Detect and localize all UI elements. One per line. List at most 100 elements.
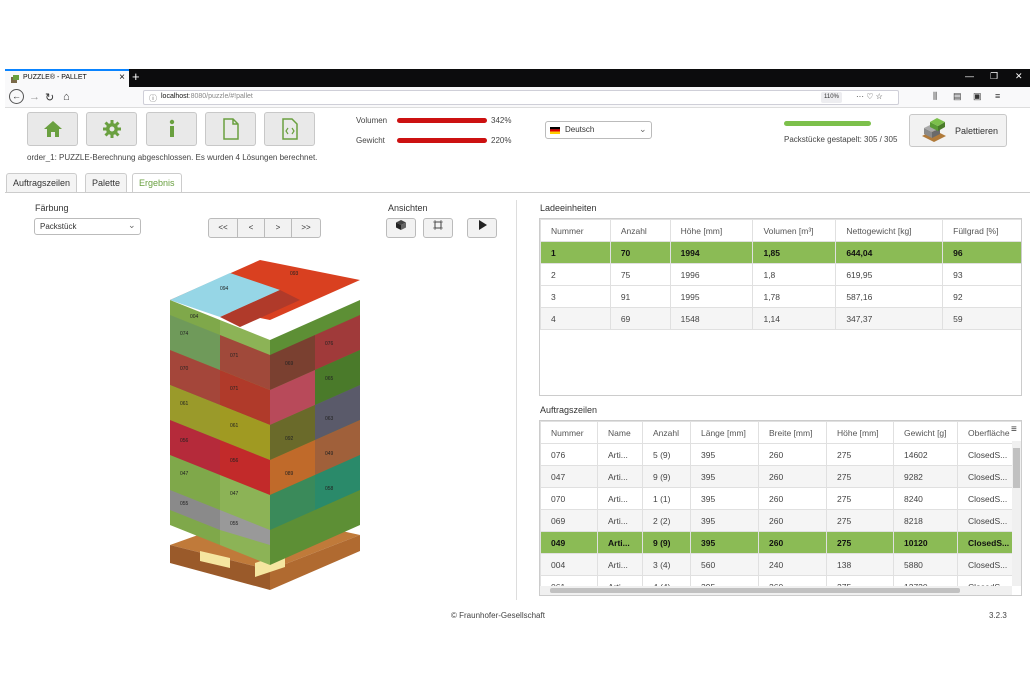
column-header[interactable]: Anzahl	[609, 219, 671, 242]
ansichten-label: Ansichten	[388, 203, 428, 213]
site-info-icon[interactable]: ⓘ	[149, 94, 157, 103]
home-button[interactable]	[27, 112, 78, 146]
zoom-indicator[interactable]: 110%	[821, 92, 842, 103]
table-row[interactable]: 069 Arti... 2 (2) 395 260 275 8218 ClosedS...	[540, 509, 1021, 532]
table-row[interactable]: 049 Arti... 9 (9) 395 260 275 10120 ClosedS...	[540, 531, 1021, 554]
svg-text:070: 070	[180, 366, 189, 372]
table-row[interactable]: 004 Arti... 3 (4) 560 240 138 5880 ClosedS...	[540, 553, 1021, 576]
table-cell: 1548	[669, 307, 754, 330]
table-cell: 070	[540, 487, 598, 510]
language-select[interactable]: Deutsch ⌄	[545, 121, 652, 139]
home-icon[interactable]: ⌂	[63, 91, 70, 103]
tab-auftragszeilen[interactable]: Auftragszeilen	[6, 173, 78, 192]
table-row[interactable]: 070 Arti... 1 (1) 395 260 275 8240 ClosedS...	[540, 487, 1021, 510]
column-header[interactable]: Nummer	[540, 421, 598, 444]
vertical-scroll-thumb[interactable]	[1013, 448, 1020, 488]
table-cell: 5880	[893, 553, 958, 576]
column-header[interactable]: Name	[597, 421, 643, 444]
tab-palette[interactable]: Palette	[85, 173, 128, 192]
restore-icon[interactable]: ❐	[990, 71, 999, 81]
table-row[interactable]: 1 70 1994 1,85 644,04 96	[540, 241, 1021, 264]
library-icon[interactable]: ⫼	[933, 91, 938, 101]
faerbung-value: Packstück	[40, 222, 77, 231]
pallet-boxes	[170, 260, 360, 565]
first-solution-button[interactable]: <<	[208, 218, 238, 238]
play-animation-button[interactable]	[467, 218, 497, 238]
table-cell: Arti...	[597, 443, 643, 466]
column-header[interactable]: Länge [mm]	[690, 421, 759, 444]
next-solution-button[interactable]: >	[264, 218, 292, 238]
browser-tab[interactable]: PUZZLE® - PALLET ×	[5, 69, 129, 87]
column-header[interactable]: Volumen [m³]	[752, 219, 837, 242]
vertical-scrollbar[interactable]	[1012, 441, 1021, 586]
column-header[interactable]: Höhe [mm]	[826, 421, 894, 444]
view-frame-button[interactable]	[423, 218, 453, 238]
table-cell: 1 (1)	[642, 487, 691, 510]
page-actions-icon[interactable]: ··· ♡ ☆	[856, 92, 883, 101]
auftragszeilen-table: Nummer Name Anzahl Länge [mm] Breite [mm…	[540, 421, 1021, 595]
table-cell: 275	[826, 443, 894, 466]
table-cell: Arti...	[597, 531, 643, 554]
table-row[interactable]: 3 91 1995 1,78 587,16 92	[540, 285, 1021, 308]
pallet-3d-view[interactable]: 004 074 071 070 071 061 061 056 056 047 …	[160, 245, 370, 595]
column-header[interactable]: Füllgrad [%]	[942, 219, 1021, 242]
document-button[interactable]	[205, 112, 256, 146]
column-header[interactable]: Höhe [mm]	[669, 219, 754, 242]
table-cell: 395	[690, 465, 759, 488]
frame-icon	[433, 220, 443, 230]
reload-icon[interactable]: ↻	[45, 92, 55, 104]
url-bar[interactable]: ⓘ localhost:8080/puzzle/#!pallet 110% ··…	[143, 90, 899, 105]
german-flag-icon	[550, 127, 560, 134]
svg-text:089: 089	[285, 471, 294, 477]
info-button[interactable]	[146, 112, 197, 146]
column-header[interactable]: Nummer	[540, 219, 611, 242]
sidebar-icon[interactable]: ▤	[953, 91, 962, 101]
code-file-icon	[281, 118, 298, 140]
previous-solution-button[interactable]: <	[237, 218, 265, 238]
table-cell: 1996	[669, 263, 754, 286]
screenshot-icon[interactable]: ▣	[973, 91, 982, 101]
tab-ergebnis[interactable]: Ergebnis	[132, 173, 182, 193]
settings-button[interactable]	[86, 112, 137, 146]
column-header[interactable]: Breite [mm]	[758, 421, 827, 444]
table-row[interactable]: 076 Arti... 5 (9) 395 260 275 14602 ClosedS...	[540, 443, 1021, 466]
table-header-row: Nummer Anzahl Höhe [mm] Volumen [m³] Net…	[540, 219, 1021, 242]
column-header[interactable]: Gewicht [g]	[893, 421, 958, 444]
new-tab-icon[interactable]: +	[132, 69, 140, 84]
svg-text:063: 063	[325, 416, 334, 422]
table-row[interactable]: 4 69 1548 1,14 347,37 59	[540, 307, 1021, 330]
svg-text:061: 061	[230, 423, 239, 429]
faerbung-select[interactable]: Packstück ⌄	[34, 218, 141, 235]
column-menu-icon[interactable]: ≡	[1011, 424, 1017, 435]
table-cell: 69	[609, 307, 671, 330]
code-export-button[interactable]	[264, 112, 315, 146]
window-close-icon[interactable]: ✕	[1015, 71, 1023, 81]
column-header[interactable]: Anzahl	[642, 421, 691, 444]
forward-icon[interactable]: →	[29, 91, 40, 103]
table-cell: 10120	[893, 531, 958, 554]
table-row[interactable]: 2 75 1996 1,8 619,95 93	[540, 263, 1021, 286]
palettieren-button[interactable]: Palettieren	[909, 114, 1007, 147]
table-cell: 347,37	[835, 307, 944, 330]
back-icon[interactable]: ←	[9, 89, 24, 104]
menu-icon[interactable]: ≡	[995, 91, 1001, 101]
tab-close-icon[interactable]: ×	[119, 72, 125, 83]
table-header-row: Nummer Name Anzahl Länge [mm] Breite [mm…	[540, 421, 1021, 444]
browser-nav-bar: ← → ↻ ⌂ ⓘ localhost:8080/puzzle/#!pallet…	[5, 87, 1030, 108]
column-header[interactable]: Nettogewicht [kg]	[835, 219, 944, 242]
minimize-icon[interactable]: —	[965, 71, 974, 81]
svg-text:076: 076	[325, 341, 334, 347]
horizontal-scroll-thumb[interactable]	[550, 588, 960, 593]
table-cell: 5 (9)	[642, 443, 691, 466]
table-cell: Arti...	[597, 553, 643, 576]
table-row[interactable]: 047 Arti... 9 (9) 395 260 275 9282 ClosedS...	[540, 465, 1021, 488]
svg-text:055: 055	[180, 501, 189, 507]
table-cell: 260	[758, 531, 827, 554]
table-cell: 560	[690, 553, 759, 576]
svg-text:056: 056	[230, 458, 239, 464]
table-cell: 8240	[893, 487, 958, 510]
auftragszeilen-table-container: Nummer Name Anzahl Länge [mm] Breite [mm…	[539, 420, 1022, 596]
view-3d-button[interactable]	[386, 218, 416, 238]
document-icon	[222, 118, 239, 140]
last-solution-button[interactable]: >>	[291, 218, 321, 238]
